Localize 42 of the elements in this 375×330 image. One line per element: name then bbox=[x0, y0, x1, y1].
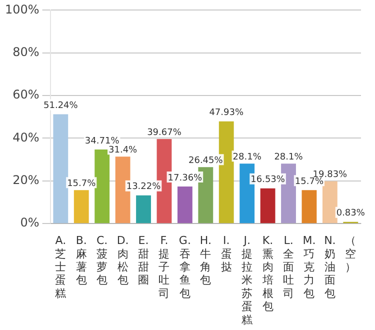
y-tick-label: 60% bbox=[12, 88, 40, 102]
bar bbox=[136, 195, 151, 224]
y-tick-label: 100% bbox=[4, 2, 40, 16]
data-label: 26.45% bbox=[188, 156, 224, 166]
x-tick-label: H.牛角包 bbox=[200, 234, 212, 287]
data-label: 28.1% bbox=[274, 152, 304, 162]
bar bbox=[260, 188, 276, 224]
x-tick-label: I.蛋挞 bbox=[220, 234, 232, 274]
data-label: 51.24% bbox=[44, 101, 78, 112]
x-tick-label: C.菠萝包 bbox=[96, 234, 108, 287]
data-label: 16.53% bbox=[250, 175, 286, 186]
data-label: 15.7% bbox=[67, 178, 96, 189]
data-label: 13.22% bbox=[126, 182, 162, 192]
x-tick-label: L.全面吐司 bbox=[283, 234, 294, 300]
bar bbox=[322, 181, 338, 224]
y-tick-label: 80% bbox=[12, 45, 40, 60]
y-tick-label: 0% bbox=[20, 216, 40, 230]
bar bbox=[53, 114, 68, 224]
bar bbox=[74, 190, 89, 224]
data-label: 31.4% bbox=[108, 145, 138, 156]
y-tick-label: 20% bbox=[12, 173, 40, 188]
x-tick-label: G.吞拿鱼包 bbox=[178, 234, 191, 300]
y-tick-label: 40% bbox=[12, 130, 40, 144]
x-tick-label: N.奶油面包 bbox=[324, 234, 336, 300]
x-tick-label: K.熏肉培根包 bbox=[261, 234, 274, 314]
data-label: 34.71% bbox=[84, 136, 120, 146]
x-tick-label: J.提拉米苏蛋糕 bbox=[242, 234, 253, 326]
x-tick-label: （空） bbox=[345, 234, 356, 274]
x-tick-label: B.麻薯包 bbox=[76, 234, 87, 287]
bar bbox=[177, 186, 192, 224]
x-tick-label: M.巧克力包 bbox=[302, 234, 316, 300]
x-tick-label: E.甜甜圈 bbox=[138, 234, 150, 287]
data-label: 28.1% bbox=[232, 152, 262, 162]
bar bbox=[302, 190, 317, 224]
x-tick-label: F.提子吐司 bbox=[158, 234, 170, 300]
data-label: 17.36% bbox=[168, 173, 203, 184]
data-label: 0.83% bbox=[336, 208, 366, 219]
data-label: 39.67% bbox=[147, 128, 182, 138]
x-tick-label: A.芝士蛋糕 bbox=[55, 234, 66, 300]
data-label: 47.93% bbox=[209, 108, 244, 118]
x-tick-label: D.肉松包 bbox=[116, 234, 129, 287]
bar bbox=[94, 150, 110, 224]
